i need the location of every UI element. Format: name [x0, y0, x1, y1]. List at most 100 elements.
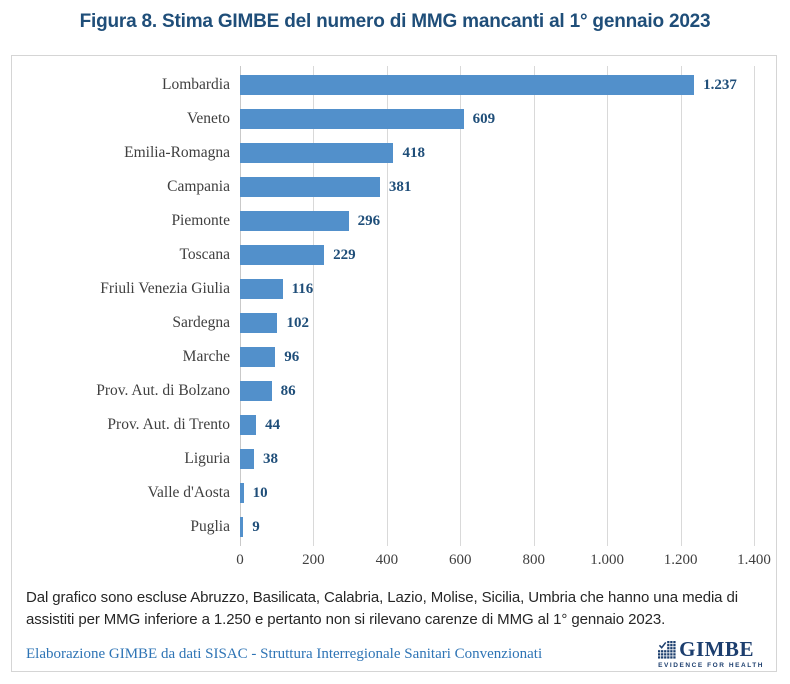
chart-row: Marche 96 [12, 340, 776, 374]
category-label: Piemonte [171, 212, 230, 229]
gridline [754, 66, 755, 546]
value-label: 418 [402, 144, 425, 161]
category-label: Veneto [186, 110, 230, 127]
bar [240, 279, 283, 299]
category-label: Emilia-Romagna [124, 144, 230, 161]
attribution-text: Elaborazione GIMBE da dati SISAC - Strut… [26, 645, 543, 662]
bar-track: 1.237 [240, 68, 754, 102]
bar-track: 296 [240, 204, 754, 238]
chart-row: Campania 381 [12, 170, 776, 204]
bar [240, 143, 394, 163]
x-tick-label: 200 [302, 552, 325, 568]
value-label: 96 [284, 348, 300, 365]
value-label: 381 [388, 178, 412, 195]
bar-track: 102 [240, 306, 754, 340]
category-label: Puglia [190, 518, 230, 535]
bar-track: 381 [240, 170, 754, 204]
bar-track: 116 [240, 272, 754, 306]
category-label: Prov. Aut. di Bolzano [96, 382, 230, 399]
chart-row: Sardegna 102 [12, 306, 776, 340]
x-tick-label: 0 [236, 552, 244, 568]
gimbe-grid-check-icon [658, 640, 677, 659]
bar-track: 418 [240, 136, 754, 170]
gridline [607, 66, 609, 546]
x-tick-label: 1.400 [737, 552, 771, 568]
value-label: 296 [357, 212, 381, 229]
bar-track: 9 [240, 510, 754, 544]
logo-tagline: EVIDENCE FOR HEALTH [658, 662, 764, 669]
x-axis: 0 200 400 600 800 1.000 1.200 1.400 [236, 552, 771, 572]
chart-row: Toscana 229 [12, 238, 776, 272]
x-tick-label: 800 [522, 552, 545, 568]
chart-row: Puglia 9 [12, 510, 776, 544]
bar [240, 177, 380, 197]
x-tick-label: 1.000 [590, 552, 625, 568]
bar [240, 211, 349, 231]
bar-track: 44 [240, 408, 754, 442]
category-label: Sardegna [172, 314, 230, 331]
gridline [533, 66, 535, 546]
x-tick-label: 1.200 [663, 552, 698, 568]
chart-gridlines [240, 66, 755, 546]
category-label: Marche [182, 348, 230, 365]
category-label: Campania [167, 178, 230, 195]
footnote-text: Dal grafico sono escluse Abruzzo, Basili… [26, 589, 738, 628]
gridline [240, 66, 241, 546]
chart-row: Prov. Aut. di Trento 44 [12, 408, 776, 442]
footer-row: Elaborazione GIMBE da dati SISAC - Strut… [26, 638, 764, 670]
bar-chart: Lombardia 1.237 Veneto 609 Emilia-Romagna 418… [12, 68, 776, 544]
chart-row: Piemonte 296 [12, 204, 776, 238]
category-label: Toscana [179, 246, 230, 263]
value-label: 38 [262, 450, 278, 467]
bar [240, 517, 244, 537]
category-label: Liguria [184, 450, 230, 467]
gimbe-logo: GIMBE EVIDENCE FOR HEALTH [658, 639, 764, 669]
value-label: 1.237 [703, 76, 737, 93]
gridline [680, 66, 682, 546]
value-label: 102 [286, 314, 309, 331]
chart-panel: Lombardia 1.237 Veneto 609 Emilia-Romagna 418… [11, 55, 777, 672]
bar [240, 245, 325, 265]
category-label: Prov. Aut. di Trento [107, 416, 230, 433]
value-label: 9 [252, 518, 260, 535]
value-label: 229 [333, 246, 356, 263]
chart-row: Lombardia 1.237 [12, 68, 776, 102]
figure-title: Figura 8. Stima GIMBE del numero di MMG … [79, 11, 711, 32]
value-label: 10 [252, 484, 268, 501]
x-tick-label: 400 [375, 552, 399, 568]
value-label: 44 [265, 416, 281, 433]
chart-row: Emilia-Romagna 418 [12, 136, 776, 170]
value-label: 609 [472, 110, 496, 127]
gridline [313, 66, 315, 546]
chart-row: Valle d'Aosta 10 [12, 476, 776, 510]
logo-top: GIMBE [658, 639, 754, 660]
gridline [386, 66, 388, 546]
bar [240, 381, 272, 401]
bar [240, 483, 244, 503]
value-label: 116 [291, 280, 314, 297]
chart-row: Prov. Aut. di Bolzano 86 [12, 374, 776, 408]
category-label: Lombardia [161, 76, 230, 93]
bar [240, 449, 254, 469]
gridline [460, 66, 462, 546]
category-label: Friuli Venezia Giulia [100, 280, 230, 297]
x-tick-label: 600 [449, 552, 472, 568]
bar-track: 10 [240, 476, 754, 510]
chart-row: Veneto 609 [12, 102, 776, 136]
value-label: 86 [280, 382, 296, 399]
bar [240, 415, 257, 435]
bar-track: 96 [240, 340, 754, 374]
chart-row: Friuli Venezia Giulia 116 [12, 272, 776, 306]
bar-track: 38 [240, 442, 754, 476]
bar-track: 609 [240, 102, 754, 136]
bar [240, 347, 276, 367]
logo-wordmark: GIMBE [679, 637, 754, 661]
bar [240, 109, 464, 129]
chart-row: Liguria 38 [12, 442, 776, 476]
bar [240, 75, 695, 95]
category-label: Valle d'Aosta [147, 484, 230, 501]
bar-track: 229 [240, 238, 754, 272]
bar-track: 86 [240, 374, 754, 408]
bar [240, 313, 278, 333]
